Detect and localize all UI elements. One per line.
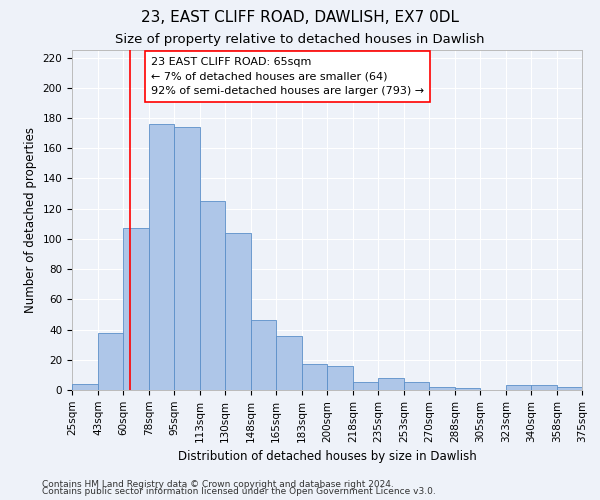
Y-axis label: Number of detached properties: Number of detached properties [24,127,37,313]
Bar [557,387,582,390]
Bar [429,387,455,390]
Bar [506,386,531,390]
Bar [174,127,200,390]
Bar [98,332,123,390]
Bar [276,336,302,390]
Bar [378,378,404,390]
Text: Contains public sector information licensed under the Open Government Licence v3: Contains public sector information licen… [42,487,436,496]
Bar [251,320,276,390]
Bar [225,233,251,390]
Bar [327,366,353,390]
Bar [200,201,225,390]
Bar [72,384,98,390]
Text: Size of property relative to detached houses in Dawlish: Size of property relative to detached ho… [115,32,485,46]
Bar [149,124,174,390]
Bar [455,388,480,390]
Text: Contains HM Land Registry data © Crown copyright and database right 2024.: Contains HM Land Registry data © Crown c… [42,480,394,489]
Bar [531,386,557,390]
X-axis label: Distribution of detached houses by size in Dawlish: Distribution of detached houses by size … [178,450,476,463]
Bar [123,228,149,390]
Text: 23, EAST CLIFF ROAD, DAWLISH, EX7 0DL: 23, EAST CLIFF ROAD, DAWLISH, EX7 0DL [141,10,459,25]
Text: 23 EAST CLIFF ROAD: 65sqm
← 7% of detached houses are smaller (64)
92% of semi-d: 23 EAST CLIFF ROAD: 65sqm ← 7% of detach… [151,57,424,96]
Bar [404,382,429,390]
Bar [302,364,327,390]
Bar [353,382,378,390]
